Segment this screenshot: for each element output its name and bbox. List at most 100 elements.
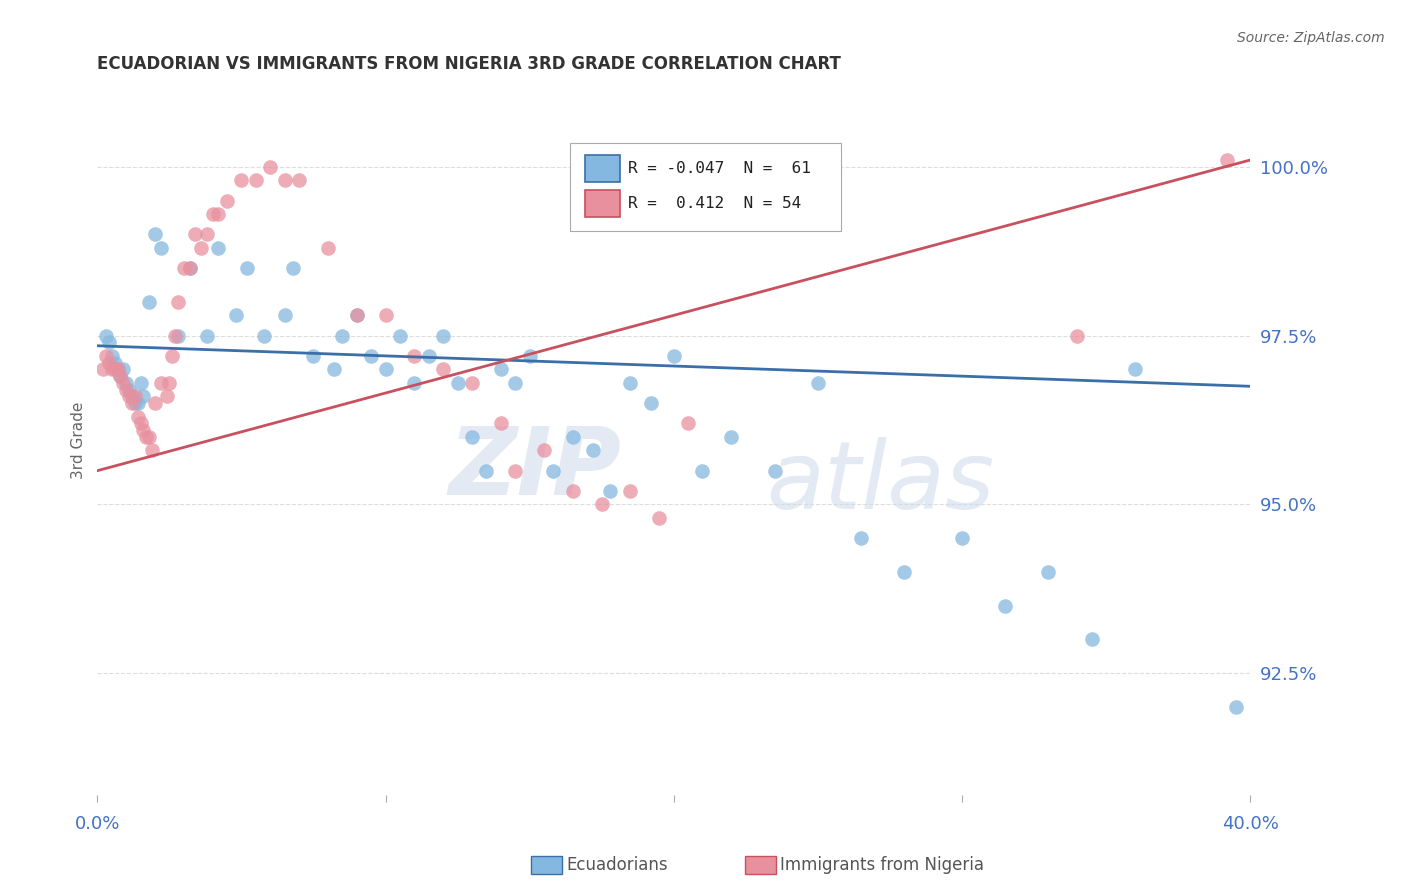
Point	[489, 417, 512, 431]
Point	[129, 417, 152, 431]
Point	[245, 173, 267, 187]
Text: R = -0.047  N =  61: R = -0.047 N = 61	[627, 161, 810, 176]
Point	[115, 376, 138, 390]
Point	[273, 309, 295, 323]
Point	[124, 396, 146, 410]
Point	[138, 430, 160, 444]
Point	[141, 443, 163, 458]
Point	[950, 531, 973, 545]
Point	[561, 483, 583, 498]
Point	[195, 227, 218, 242]
Point	[475, 464, 498, 478]
Point	[110, 369, 132, 384]
Point	[489, 362, 512, 376]
FancyBboxPatch shape	[585, 190, 620, 217]
Point	[201, 207, 224, 221]
Text: Ecuadorians: Ecuadorians	[567, 856, 668, 874]
Point	[112, 376, 135, 390]
Text: ECUADORIAN VS IMMIGRANTS FROM NIGERIA 3RD GRADE CORRELATION CHART: ECUADORIAN VS IMMIGRANTS FROM NIGERIA 3R…	[97, 55, 841, 73]
Point	[143, 227, 166, 242]
Point	[461, 376, 484, 390]
Point	[330, 328, 353, 343]
Point	[112, 362, 135, 376]
Point	[692, 464, 714, 478]
Point	[110, 369, 132, 384]
Point	[149, 376, 172, 390]
Text: atlas: atlas	[766, 437, 994, 528]
Point	[167, 328, 190, 343]
Point	[100, 349, 122, 363]
Point	[129, 376, 152, 390]
Point	[519, 349, 541, 363]
Point	[1066, 328, 1088, 343]
Point	[273, 173, 295, 187]
Point	[94, 349, 117, 363]
Point	[374, 309, 396, 323]
Point	[179, 261, 201, 276]
Point	[763, 464, 786, 478]
Point	[360, 349, 382, 363]
Point	[582, 443, 605, 458]
FancyBboxPatch shape	[569, 143, 841, 231]
Point	[283, 261, 305, 276]
Point	[619, 483, 641, 498]
Point	[207, 241, 229, 255]
Point	[893, 565, 915, 579]
Point	[662, 349, 685, 363]
Point	[184, 227, 207, 242]
Point	[533, 443, 555, 458]
Point	[446, 376, 468, 390]
Y-axis label: 3rd Grade: 3rd Grade	[72, 401, 86, 479]
Point	[157, 376, 180, 390]
Point	[561, 430, 583, 444]
Point	[432, 362, 454, 376]
Point	[302, 349, 325, 363]
Point	[155, 389, 177, 403]
Point	[91, 362, 114, 376]
Point	[720, 430, 742, 444]
Point	[374, 362, 396, 376]
Point	[346, 309, 368, 323]
Point	[432, 328, 454, 343]
Point	[179, 261, 201, 276]
Point	[121, 396, 143, 410]
Point	[1080, 632, 1102, 647]
Point	[994, 599, 1017, 613]
Point	[135, 430, 157, 444]
Point	[118, 389, 141, 403]
Point	[849, 531, 872, 545]
Point	[190, 241, 212, 255]
Point	[288, 173, 311, 187]
Point	[404, 349, 426, 363]
Point	[619, 376, 641, 390]
Text: R =  0.412  N = 54: R = 0.412 N = 54	[627, 196, 801, 211]
Point	[138, 294, 160, 309]
Point	[418, 349, 440, 363]
Point	[107, 362, 129, 376]
Point	[167, 294, 190, 309]
Point	[97, 335, 120, 350]
Point	[503, 464, 526, 478]
Point	[195, 328, 218, 343]
Point	[115, 383, 138, 397]
Point	[404, 376, 426, 390]
Point	[322, 362, 344, 376]
Point	[1216, 153, 1239, 167]
Point	[143, 396, 166, 410]
Point	[461, 430, 484, 444]
Point	[207, 207, 229, 221]
Point	[346, 309, 368, 323]
Point	[107, 362, 129, 376]
Point	[640, 396, 662, 410]
Point	[236, 261, 259, 276]
Point	[121, 389, 143, 403]
Point	[97, 356, 120, 370]
Point	[316, 241, 339, 255]
Point	[599, 483, 621, 498]
Point	[225, 309, 247, 323]
Point	[1038, 565, 1060, 579]
Point	[648, 511, 671, 525]
Point	[100, 362, 122, 376]
Point	[127, 409, 149, 424]
Point	[1225, 700, 1247, 714]
